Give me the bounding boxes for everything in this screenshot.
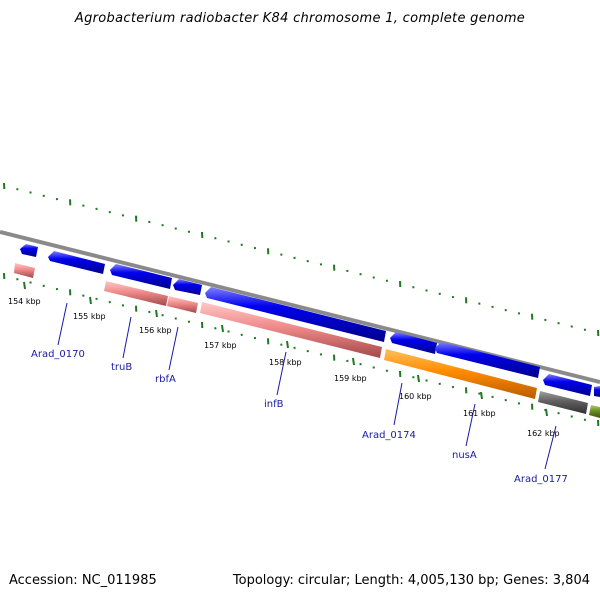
gene-arrow [20,244,38,257]
gene-label-rbfa: rbfA [155,374,176,385]
major-tick [89,296,92,305]
accession-text: Accession: NC_011985 [9,573,157,588]
feature-block [104,281,168,306]
label-leader-line [57,302,68,346]
gene-label-arad-0170: Arad_0170 [31,349,85,360]
major-tick [221,324,224,333]
label-leader-line [276,351,287,396]
major-tick [286,340,289,349]
scale-label: 156 kbp [139,326,172,335]
gene-arrow [594,386,600,397]
gene-labels: Arad_0170 truB rbfA infB Arad_0174 nusA … [31,302,568,485]
major-tick [352,357,355,366]
label-leader-line [393,382,403,426]
label-leader-line [544,425,557,470]
feature-block [538,391,588,414]
scale-label: 161 kbp [463,409,496,418]
major-tick [155,309,158,318]
scale-label: 157 kbp [204,341,237,350]
gene-arrow [435,342,540,378]
gene-arrow [543,374,592,396]
label-leader-line [465,403,476,447]
gene-label-trub: truB [111,362,132,373]
major-tick [545,408,548,417]
feature-block [14,263,35,278]
map-title: Agrobacterium radiobacter K84 chromosome… [74,11,525,26]
feature-block [384,349,537,399]
gene-arrow [173,279,202,295]
gene-label-arad-0177: Arad_0177 [514,474,568,485]
gene-label-infb: infB [264,399,284,410]
major-tick [417,374,420,383]
gene-arrow [110,264,172,289]
gene-arrow [48,251,105,274]
gene-arrow [205,287,386,342]
major-tick [23,281,26,290]
feature-block [589,405,600,418]
scale-label: 154 kbp [8,297,41,306]
scale-label: 160 kbp [399,392,432,401]
gene-label-nusa: nusA [452,450,477,461]
gene-label-arad-0174: Arad_0174 [362,430,416,441]
scale-label: 159 kbp [334,374,367,383]
genome-summary-text: Topology: circular; Length: 4,005,130 bp… [232,573,590,588]
label-leader-line [168,326,179,371]
scale-label: 155 kbp [73,312,106,321]
scale-label: 158 kbp [269,358,302,367]
gene-arrow [390,332,437,354]
scale-label: 162 kbp [527,429,560,438]
feature-block [200,302,382,358]
label-leader-line [122,316,132,359]
feature-block [167,296,198,313]
feature-track [14,244,600,418]
inner-tick-row [3,272,600,427]
scale-labels: 154 kbp 155 kbp 156 kbp 157 kbp 158 kbp … [8,281,560,438]
major-tick [480,391,483,400]
outer-tick-row [3,182,600,337]
